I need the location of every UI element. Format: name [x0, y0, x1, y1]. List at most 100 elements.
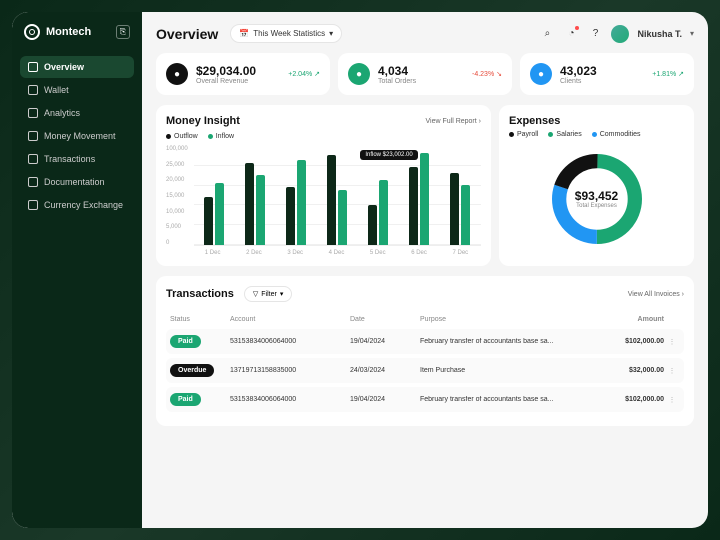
table-row[interactable]: Overdue1371971315883500​024/03/2024Item …	[166, 358, 684, 383]
nav-label: Currency Exchange	[44, 200, 123, 210]
status-badge: Paid	[170, 335, 201, 348]
chevron-down-icon: ▾	[329, 29, 333, 38]
expenses-legend: PayrollSalariesCommodities	[509, 131, 684, 138]
cell-amount: $102,000.00	[594, 396, 664, 403]
th-date: Date	[350, 316, 420, 323]
th-purpose: Purpose	[420, 316, 594, 323]
outflow-bar	[327, 155, 336, 245]
nav-label: Transactions	[44, 154, 95, 164]
legend-item: Outflow	[166, 133, 198, 140]
kpi-icon: ●	[166, 63, 188, 85]
kpi-change: +1.81% ↗	[652, 70, 684, 78]
y-tick: 5,000	[166, 224, 188, 230]
kpi-change: +2.04% ↗	[288, 70, 320, 78]
nav-label: Money Movement	[44, 131, 116, 141]
cell-purpose: Item Purchase	[420, 367, 594, 374]
cell-account: 5315383400606400​0	[230, 338, 350, 345]
nav-icon	[28, 154, 38, 164]
outflow-bar	[286, 187, 295, 245]
page-title: Overview	[156, 26, 218, 42]
help-icon[interactable]: ?	[587, 26, 603, 42]
stat-range-label: This Week Statistics	[253, 29, 325, 38]
view-full-report-link[interactable]: View Full Report ›	[425, 118, 481, 125]
nav-icon	[28, 108, 38, 118]
status-badge: Paid	[170, 393, 201, 406]
view-all-invoices-link[interactable]: View All Invoices ›	[628, 291, 684, 298]
legend-item: Payroll	[509, 131, 538, 138]
row-menu-icon[interactable]: ⋮	[664, 396, 680, 404]
cell-purpose: February transfer of accountants base sa…	[420, 338, 594, 345]
legend-item: Commodities	[592, 131, 641, 138]
status-badge: Overdue	[170, 364, 214, 377]
bar-group[interactable]	[450, 173, 470, 245]
bar-group[interactable]	[245, 163, 265, 245]
y-tick: 100,000	[166, 146, 188, 152]
chevron-down-icon[interactable]: ▾	[690, 29, 694, 38]
bar-group[interactable]	[204, 183, 224, 245]
sidebar-item-money-movement[interactable]: Money Movement	[20, 125, 134, 147]
main-content: Overview 📅 This Week Statistics ▾ ⌕ ◔ ? …	[142, 12, 708, 528]
inflow-bar	[420, 153, 429, 245]
bar-group[interactable]	[327, 155, 347, 245]
brand-name: Montech	[46, 26, 91, 38]
expenses-card: Expenses PayrollSalariesCommodities $93,…	[499, 105, 694, 266]
y-axis: 100,00025,00020,00015,00010,0005,0000	[166, 146, 188, 246]
collapse-sidebar-icon[interactable]: ⎘	[116, 25, 130, 39]
nav-icon	[28, 131, 38, 141]
inflow-bar	[256, 175, 265, 245]
inflow-bar	[297, 160, 306, 245]
nav-label: Wallet	[44, 85, 69, 95]
th-status: Status	[170, 316, 230, 323]
nav-icon	[28, 85, 38, 95]
inflow-bar	[379, 180, 388, 245]
y-tick: 15,000	[166, 193, 188, 199]
th-amount: Amount	[594, 316, 664, 323]
table-row[interactable]: Paid 5315383400606400​019/04/2024February…	[166, 329, 684, 354]
kpi-icon: ●	[530, 63, 552, 85]
legend-item: Inflow	[208, 133, 234, 140]
inflow-bar	[338, 190, 347, 245]
kpi-label: Overall Revenue	[196, 78, 256, 85]
row-menu-icon[interactable]: ⋮	[664, 338, 680, 346]
nav: Overview Wallet Analytics Money Movement Tra…	[20, 56, 134, 216]
cell-account: 1371971315883500​0	[230, 367, 350, 374]
chart-tooltip: Inflow $23,002.00	[360, 150, 417, 160]
nav-label: Documentation	[44, 177, 105, 187]
bar-group[interactable]	[409, 153, 429, 245]
stat-range-selector[interactable]: 📅 This Week Statistics ▾	[230, 24, 342, 43]
logo-row: Montech ⎘	[20, 24, 134, 40]
cell-date: 19/04/2024	[350, 338, 420, 345]
cell-purpose: February transfer of accountants base sa…	[420, 396, 594, 403]
row-menu-icon[interactable]: ⋮	[664, 367, 680, 375]
donut-wrap: $93,452 Total Expenses	[509, 144, 684, 254]
kpi-icon: ●	[348, 63, 370, 85]
sidebar-item-currency-exchange[interactable]: Currency Exchange	[20, 194, 134, 216]
money-insight-card: Money Insight View Full Report › Outflow…	[156, 105, 491, 266]
header-actions: ⌕ ◔ ? Nikusha T. ▾	[539, 25, 694, 43]
y-tick: 20,000	[166, 177, 188, 183]
outflow-bar	[245, 163, 254, 245]
nav-icon	[28, 62, 38, 72]
table-row[interactable]: Paid5315383400606400​019/04/2024February…	[166, 387, 684, 412]
search-icon[interactable]: ⌕	[539, 26, 555, 42]
kpi-card: ●$29,034.00Overall Revenue+2.04% ↗	[156, 53, 330, 95]
bar-group[interactable]	[368, 180, 388, 245]
notifications-icon[interactable]: ◔	[563, 26, 579, 42]
transactions-table: Status Account Date Purpose Amount Paid 5…	[166, 310, 684, 412]
sidebar-item-wallet[interactable]: Wallet	[20, 79, 134, 101]
sidebar-item-analytics[interactable]: Analytics	[20, 102, 134, 124]
sidebar-item-documentation[interactable]: Documentation	[20, 171, 134, 193]
nav-icon	[28, 177, 38, 187]
avatar[interactable]	[611, 25, 629, 43]
sidebar-item-transactions[interactable]: Transactions	[20, 148, 134, 170]
bar-group[interactable]	[286, 160, 306, 245]
cell-date: 19/04/2024	[350, 396, 420, 403]
calendar-icon: 📅	[239, 29, 249, 38]
th-account: Account	[230, 316, 350, 323]
filter-button[interactable]: ▽ Filter ▾	[244, 286, 292, 302]
outflow-bar	[450, 173, 459, 245]
sidebar-item-overview[interactable]: Overview	[20, 56, 134, 78]
kpi-value: 4,034	[378, 64, 416, 78]
nav-label: Analytics	[44, 108, 80, 118]
x-label: 2 Dec	[246, 250, 262, 256]
